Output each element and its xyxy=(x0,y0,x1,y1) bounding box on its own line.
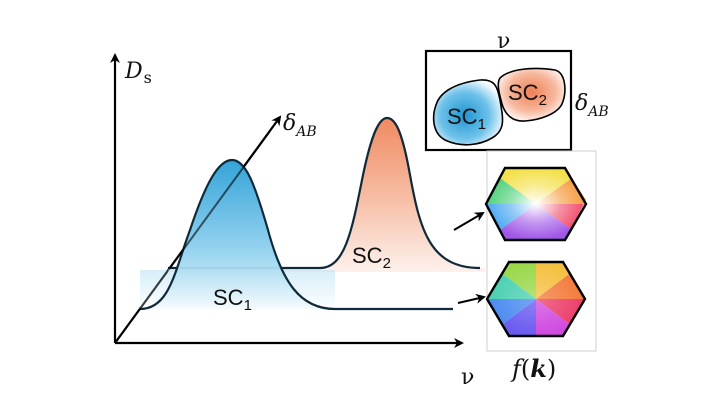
inset-domain-sc1 xyxy=(432,79,504,146)
arrow-to-top-hexagon xyxy=(453,211,485,231)
peak-sc1: SC1 xyxy=(139,158,453,314)
y-axis-label: Ds xyxy=(124,59,152,87)
x-axis-label: ν xyxy=(461,365,474,390)
arrow-to-bottom-hexagon xyxy=(457,293,486,304)
inset-sc1-label: SC1 xyxy=(447,104,486,133)
peak-sc2-label: SC2 xyxy=(352,243,391,272)
peak-sc1-label: SC1 xyxy=(213,285,252,314)
inset-domain-sc2 xyxy=(497,67,566,122)
inset-domain-map: ν SC1 SC2 δAB xyxy=(424,29,609,152)
inset-sc2-label: SC2 xyxy=(508,80,547,109)
hexagon-panel: f(k) xyxy=(484,150,597,383)
z-axis-label: δAB xyxy=(283,111,317,140)
hexagon-panel-label: f(k) xyxy=(510,354,556,383)
inset-top-label: ν xyxy=(497,29,510,54)
inset-right-label: δAB xyxy=(575,91,609,120)
peak-sc2: SC2 xyxy=(168,116,485,272)
